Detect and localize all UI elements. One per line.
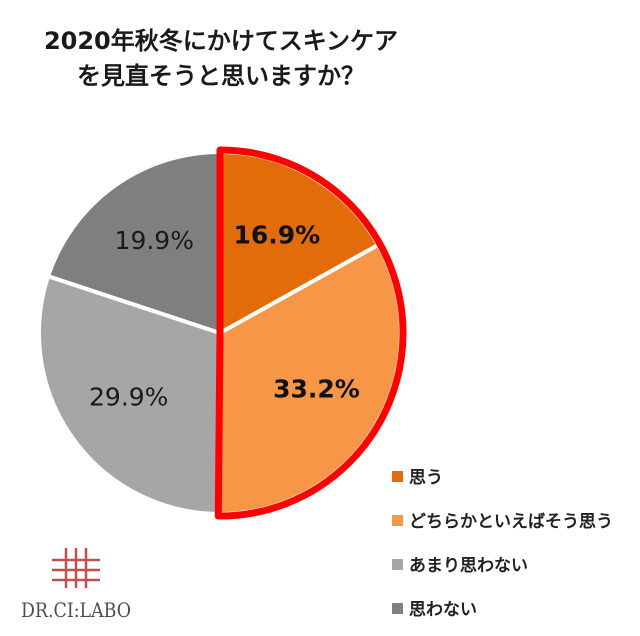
highlight-outline-path [214, 146, 407, 520]
legend-swatch-amari [392, 559, 403, 570]
chart-title-line-2: を見直そうと思いますか？ [77, 62, 365, 90]
legend-label-amari: あまり思わない [409, 556, 528, 576]
chart-legend: 思う どちらかといえばそう思う あまり思わない 思わない [392, 468, 613, 620]
legend-swatch-dochiraka [392, 515, 403, 526]
legend-label-omou: 思う [409, 468, 443, 488]
slice-value-label-amari: 29.9% [89, 382, 168, 411]
legend-label-omowanai: 思わない [409, 600, 477, 620]
logo-emblem-icon [52, 548, 100, 588]
logo-wordmark: DR.CI:LABO [21, 598, 131, 622]
legend-label-dochiraka: どちらかといえばそう思う [409, 512, 613, 532]
chart-title: 2020年秋冬にかけてスキンケア を見直そうと思いますか？ [44, 27, 398, 90]
dr-ci-labo-logo: DR.CI:LABO [21, 548, 131, 622]
pie-value-labels: 16.9% 33.2% 29.9% 19.9% [89, 220, 360, 411]
chart-title-line-1: 2020年秋冬にかけてスキンケア [44, 27, 398, 55]
pie-slice-omowanai [46, 150, 222, 335]
slice-value-label-omou: 16.9% [234, 220, 321, 249]
legend-swatch-omou [392, 471, 403, 482]
slice-value-label-dochiraka: 33.2% [273, 374, 360, 403]
legend-swatch-omowanai [392, 603, 403, 614]
slice-value-label-omowanai: 19.9% [115, 226, 194, 255]
pie-highlight-outline [214, 146, 407, 520]
pie-slice-amari [37, 274, 222, 516]
